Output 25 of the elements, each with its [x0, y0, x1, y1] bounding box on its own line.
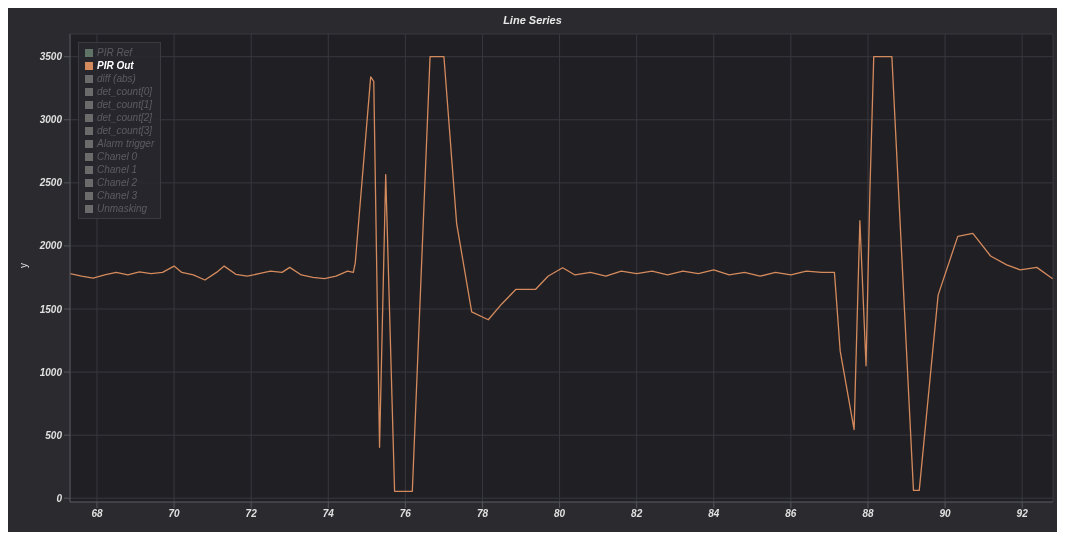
x-tick-label: 78	[476, 508, 489, 520]
y-axis-title: y	[17, 263, 29, 268]
x-tick-label: 76	[399, 508, 412, 520]
x-tick-label: 92	[1016, 508, 1029, 520]
x-tick-label: 88	[862, 508, 874, 520]
y-tick-label: 3500	[39, 51, 63, 63]
y-tick-label: 0	[56, 492, 63, 504]
x-tick-label: 82	[631, 508, 643, 520]
legend-label: PIR Out	[97, 59, 134, 72]
x-tick-label: 80	[554, 508, 566, 520]
x-tick-label: 90	[939, 508, 952, 520]
x-tick-label: 74	[322, 508, 335, 520]
y-tick-label: 3000	[39, 114, 63, 126]
x-tick-label: 84	[708, 508, 720, 520]
line-series	[70, 56, 1053, 492]
x-tick-label: 86	[785, 508, 797, 520]
y-tick-label: 2500	[38, 177, 63, 189]
y-tick-label: 2000	[38, 240, 63, 252]
y-tick-label: 1500	[39, 303, 63, 315]
y-tick-label: 500	[45, 429, 63, 441]
y-tick-label: 1000	[39, 366, 63, 378]
x-tick-label: 72	[245, 508, 258, 520]
x-tick-label: 68	[91, 508, 103, 520]
x-tick-label: 70	[168, 508, 181, 520]
chart-title: Line Series	[502, 14, 563, 26]
